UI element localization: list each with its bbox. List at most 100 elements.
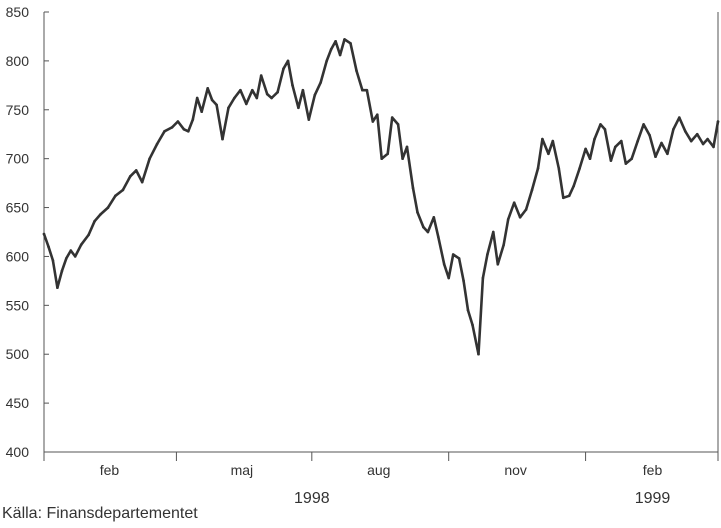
- data-point: [361, 88, 364, 92]
- data-point: [259, 74, 263, 77]
- data-point: [206, 87, 209, 90]
- data-point: [286, 59, 290, 63]
- y-tick-label: 400: [6, 444, 30, 460]
- data-point: [163, 130, 166, 133]
- data-point: [426, 230, 430, 234]
- data-point: [210, 98, 214, 102]
- data-point: [191, 118, 195, 121]
- data-point: [547, 152, 550, 156]
- data-point: [466, 308, 470, 312]
- data-point: [551, 139, 555, 143]
- data-point: [588, 157, 592, 160]
- data-point: [451, 253, 455, 256]
- data-point: [492, 230, 495, 234]
- data-point: [221, 137, 224, 141]
- data-point: [371, 120, 375, 123]
- data-point: [215, 103, 218, 107]
- data-point: [87, 233, 90, 237]
- y-tick-label: 550: [6, 297, 30, 313]
- data-point: [471, 323, 474, 327]
- data-point: [502, 243, 506, 246]
- data-point: [276, 90, 279, 94]
- data-point: [349, 42, 352, 45]
- data-point: [334, 40, 337, 43]
- data-point: [518, 216, 522, 219]
- data-point: [114, 194, 117, 198]
- source-note: Källa: Finansdepartementet: [2, 505, 198, 522]
- data-point: [297, 106, 300, 110]
- data-point: [684, 130, 687, 133]
- data-point: [99, 213, 102, 216]
- x-axis: feb maj aug nov feb 1998 1999: [43, 451, 719, 507]
- data-point: [706, 137, 709, 141]
- data-point: [506, 218, 510, 221]
- data-point: [51, 259, 55, 262]
- data-point: [636, 139, 639, 143]
- data-point: [405, 145, 409, 149]
- data-point: [599, 123, 602, 126]
- data-point: [56, 286, 59, 290]
- data-point: [457, 257, 461, 260]
- data-point: [396, 123, 400, 126]
- data-point: [282, 67, 285, 70]
- data-point: [390, 116, 394, 119]
- data-point: [380, 157, 384, 160]
- data-point: [578, 167, 581, 170]
- data-point: [712, 145, 715, 149]
- data-point: [265, 92, 269, 96]
- data-point: [42, 232, 46, 236]
- data-point: [609, 159, 613, 162]
- data-point: [291, 84, 294, 87]
- data-point: [689, 139, 693, 143]
- y-tick-label: 750: [6, 102, 30, 118]
- data-point: [422, 225, 425, 229]
- data-point: [187, 130, 190, 133]
- data-point: [572, 184, 575, 188]
- data-point: [376, 113, 379, 116]
- data-point: [620, 139, 623, 143]
- data-point: [65, 257, 68, 260]
- data-point: [301, 88, 305, 92]
- data-point: [486, 253, 489, 256]
- data-point: [562, 196, 565, 200]
- data-point: [386, 152, 390, 156]
- data-point: [307, 118, 311, 121]
- data-point: [365, 88, 369, 92]
- data-point: [129, 175, 132, 178]
- y-tick-label: 600: [6, 248, 30, 264]
- data-point: [584, 147, 587, 151]
- x-tick-label: nov: [504, 462, 527, 478]
- x-tick-label: maj: [231, 462, 254, 478]
- data-point: [447, 276, 451, 280]
- data-point: [416, 211, 419, 214]
- data-point: [182, 128, 186, 131]
- data-point: [79, 243, 83, 246]
- year-label: 1999: [635, 490, 671, 507]
- data-point: [672, 128, 675, 131]
- y-tick-label: 800: [6, 53, 30, 69]
- data-point: [355, 69, 358, 72]
- data-point: [148, 157, 151, 160]
- data-point: [195, 96, 199, 100]
- data-point: [716, 120, 720, 123]
- y-tick-label: 450: [6, 395, 30, 411]
- y-tick-label: 850: [6, 4, 30, 20]
- y-tick-label: 650: [6, 200, 30, 216]
- data-point: [239, 88, 242, 92]
- data-point: [666, 152, 669, 156]
- year-label: 1998: [294, 490, 330, 507]
- data-point: [343, 38, 346, 41]
- data-point: [442, 263, 446, 266]
- y-tick-label: 500: [6, 346, 30, 362]
- data-point: [325, 59, 329, 63]
- data-point: [69, 249, 73, 252]
- data-point: [593, 137, 596, 141]
- data-point: [648, 133, 651, 137]
- data-point: [481, 276, 485, 280]
- x-tick-label: feb: [643, 462, 663, 478]
- data-point: [255, 96, 259, 100]
- data-point: [338, 53, 342, 57]
- data-point: [411, 186, 415, 190]
- data-point: [329, 47, 333, 51]
